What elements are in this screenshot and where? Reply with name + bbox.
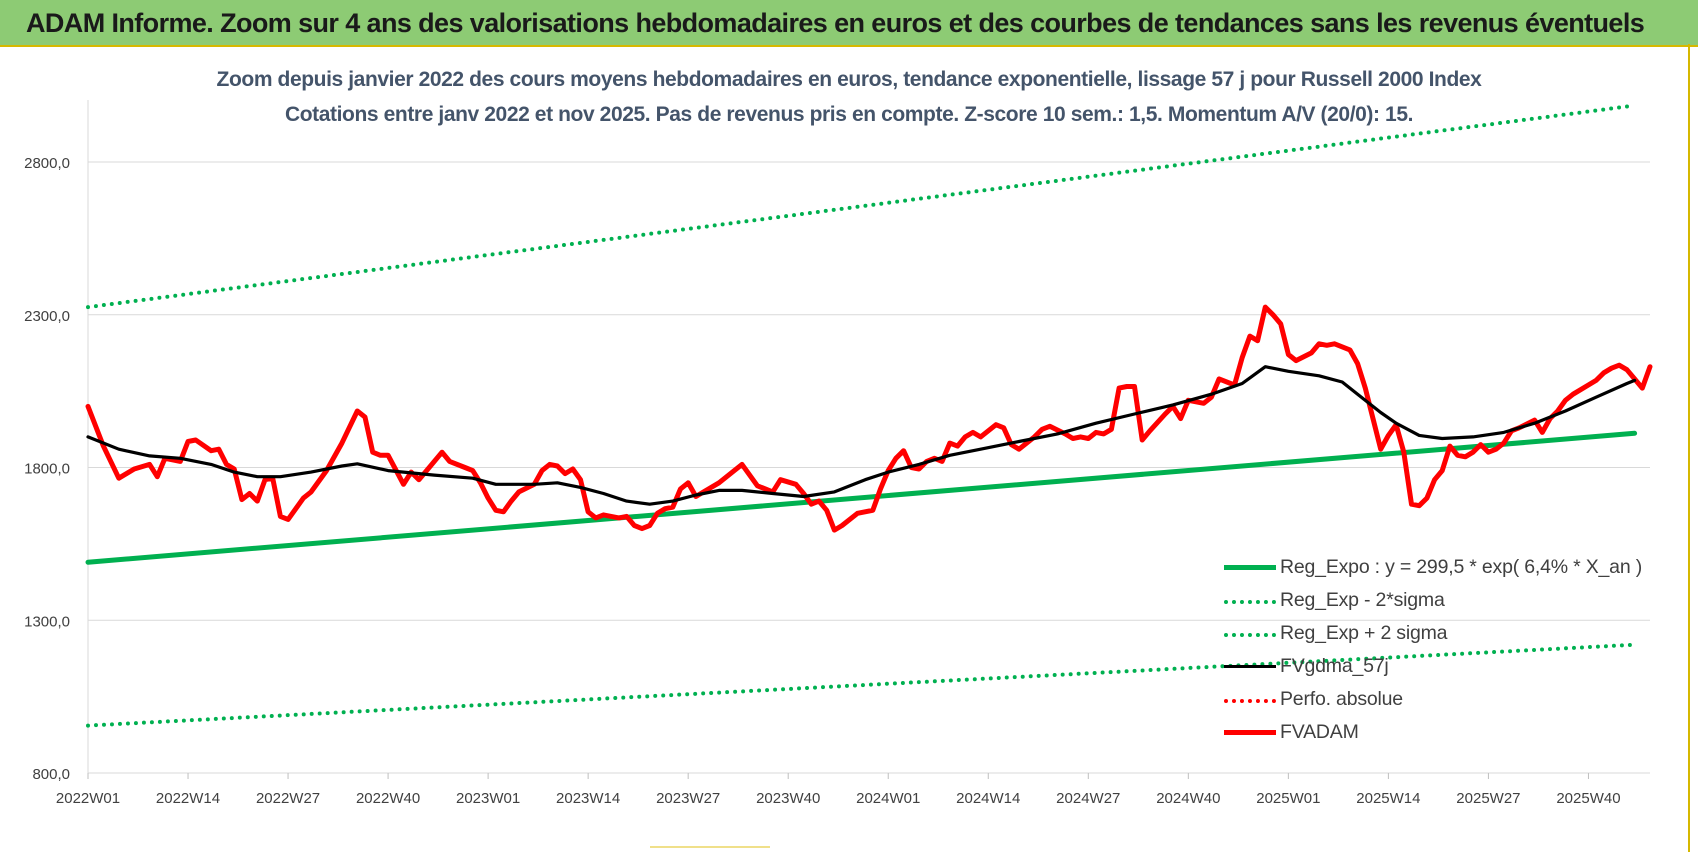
legend-item: Reg_Expo : y = 299,5 * exp( 6,4% * X_an … [1224, 556, 1664, 580]
x-tick-label: 2023W27 [656, 790, 720, 807]
legend-swatch [1224, 699, 1276, 703]
x-tick-label: 2024W14 [956, 790, 1020, 807]
series-lines [85, 103, 1653, 728]
legend-label: Reg_Expo : y = 299,5 * exp( 6,4% * X_an … [1280, 556, 1642, 578]
legend-label: Reg_Exp + 2 sigma [1280, 622, 1448, 644]
y-tick-label: 2300,0 [24, 308, 70, 325]
legend-item: Reg_Exp + 2 sigma [1224, 622, 1664, 646]
legend-label: FVADAM [1280, 721, 1359, 743]
legend-item: Perfo. absolue [1224, 688, 1664, 712]
x-tick-label: 2025W01 [1256, 790, 1320, 807]
series-line-3 [86, 365, 1637, 506]
y-tick-label: 800,0 [32, 766, 70, 783]
legend-label: Reg_Exp - 2*sigma [1280, 589, 1445, 611]
series-line-1 [86, 642, 1637, 728]
legend-item: FVgdma_57j [1224, 655, 1664, 679]
legend-label: Perfo. absolue [1280, 688, 1403, 710]
frame-border-right [1688, 44, 1690, 852]
chart-subtitle-line1: Zoom depuis janvier 2022 des cours moyen… [216, 68, 1482, 91]
legend-item: FVADAM [1224, 721, 1664, 745]
x-tick-label: 2022W27 [256, 790, 320, 807]
x-tick-label: 2024W01 [856, 790, 920, 807]
frame-border-bottom-accent [650, 846, 770, 848]
x-tick-label: 2024W40 [1156, 790, 1220, 807]
x-axis-ticks: 2022W01 2022W14 2022W27 2022W40 2023W01 2023W… [56, 773, 1621, 807]
x-tick-label: 2023W14 [556, 790, 620, 807]
y-axis-ticks: 800,0 1300,0 1800,0 2300,0 2800,0 [24, 155, 70, 783]
legend-swatch [1224, 665, 1276, 668]
y-tick-label: 1800,0 [24, 461, 70, 478]
x-tick-label: 2024W27 [1056, 790, 1120, 807]
series-line-5 [85, 304, 1653, 533]
gridlines [87, 100, 1650, 774]
legend-label: FVgdma_57j [1280, 655, 1389, 677]
report-header: ADAM Informe. Zoom sur 4 ans des valoris… [0, 0, 1698, 47]
series-line-0 [85, 430, 1638, 565]
x-tick-label: 2023W01 [456, 790, 520, 807]
series-line-2 [86, 103, 1637, 310]
x-tick-label: 2022W01 [56, 790, 120, 807]
legend-item: Reg_Exp - 2*sigma [1224, 589, 1664, 613]
x-tick-label: 2022W40 [356, 790, 420, 807]
x-tick-label: 2025W27 [1456, 790, 1520, 807]
legend-swatch [1224, 730, 1276, 735]
legend-swatch [1224, 600, 1276, 604]
x-tick-label: 2025W40 [1556, 790, 1620, 807]
x-tick-label: 2022W14 [156, 790, 220, 807]
chart-subtitle-line2: Cotations entre janv 2022 et nov 2025. P… [284, 103, 1414, 126]
y-tick-label: 1300,0 [24, 613, 70, 630]
legend-swatch [1224, 565, 1276, 570]
legend-swatch [1224, 633, 1276, 637]
x-tick-label: 2025W14 [1356, 790, 1420, 807]
x-tick-label: 2023W40 [756, 790, 820, 807]
y-tick-label: 2800,0 [24, 155, 70, 172]
report-title: ADAM Informe. Zoom sur 4 ans des valoris… [26, 8, 1645, 38]
